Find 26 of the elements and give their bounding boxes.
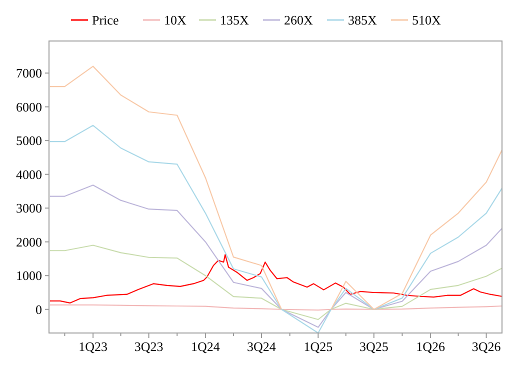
y-tick-label: 0 [36,302,42,317]
x-tick-label: 3Q26 [472,339,502,354]
legend-label: Price [92,12,119,28]
line-series [49,124,502,333]
x-tick-label: 1Q26 [416,339,446,354]
line-series [49,244,502,320]
y-tick-label: 1000 [16,268,42,284]
legend-label: 260X [284,12,314,28]
y-tick-label: 6000 [16,99,42,114]
y-tick-label: 5000 [16,133,42,148]
line-series [49,184,502,328]
y-tick-label: 7000 [16,66,42,81]
line-series [49,254,502,304]
x-tick-label: 1Q24 [190,339,220,354]
x-tick-label: 3Q25 [359,339,388,354]
y-tick-label: 3000 [16,200,42,216]
y-tick-label: 4000 [16,166,42,182]
legend-label: 510X [412,12,442,28]
legend-label: 10X [164,12,187,28]
x-tick-label: 1Q23 [78,339,108,354]
x-tick-label: 3Q23 [134,339,164,354]
legend-label: 385X [348,12,378,28]
x-tick-label: 1Q25 [304,339,333,354]
y-tick-label: 2000 [16,234,42,250]
legend-label: 135X [220,12,250,28]
x-tick-label: 3Q24 [247,339,276,354]
